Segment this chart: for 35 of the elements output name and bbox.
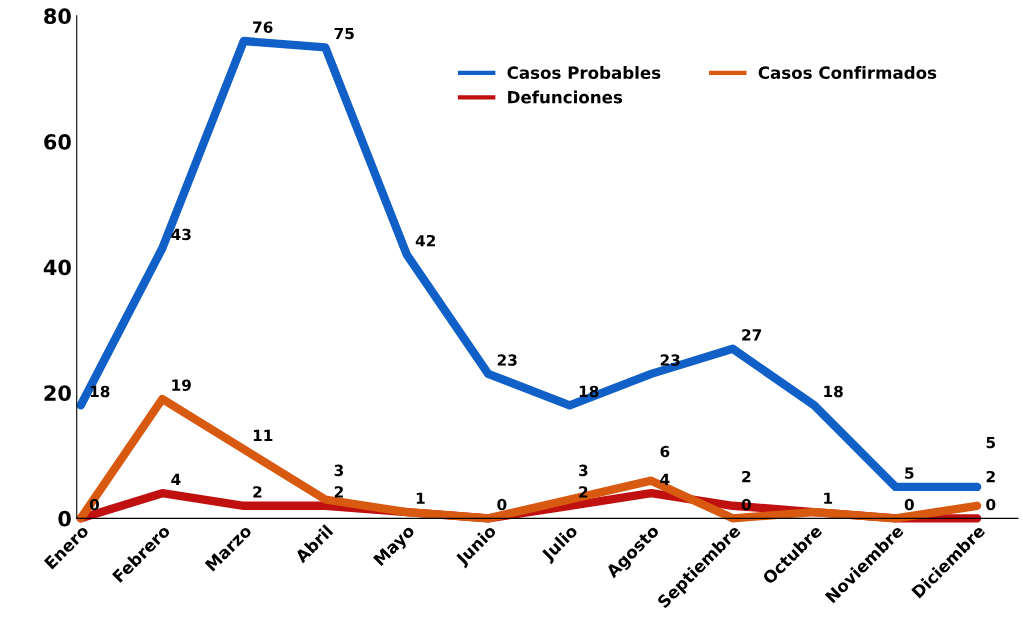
data-label: 1 <box>824 492 833 504</box>
y-tick-label: 60 <box>44 133 71 150</box>
y-tick-label: 0 <box>58 510 71 527</box>
data-label: 2 <box>253 486 262 498</box>
data-label: 11 <box>253 429 273 441</box>
data-label: 4 <box>660 473 670 485</box>
data-label: 23 <box>497 354 517 366</box>
data-label: 0 <box>497 498 507 511</box>
data-label: 2 <box>986 470 995 483</box>
data-label: 4 <box>171 473 181 485</box>
data-label: 18 <box>90 385 110 398</box>
legend-label: Defunciones <box>508 90 623 104</box>
y-tick-label: 80 <box>44 8 71 25</box>
data-label: 23 <box>660 354 680 366</box>
data-label: 43 <box>171 228 191 241</box>
data-label: 27 <box>742 329 762 341</box>
data-label: 0 <box>904 498 914 511</box>
data-label: 75 <box>334 27 354 40</box>
data-label: 3 <box>579 464 588 477</box>
data-label: 2 <box>334 486 343 498</box>
data-label: 5 <box>905 467 914 479</box>
data-label: 0 <box>986 498 996 511</box>
data-label: 5 <box>986 436 996 449</box>
data-label: 19 <box>172 379 191 391</box>
data-label: 76 <box>253 21 273 33</box>
data-label: 18 <box>824 385 843 398</box>
data-label: 42 <box>415 234 436 247</box>
data-label: 3 <box>334 464 343 477</box>
legend-label: Casos Probables <box>507 66 661 79</box>
y-tick-label: 40 <box>43 259 71 276</box>
data-label: 6 <box>660 445 670 458</box>
y-tick-label: 20 <box>44 385 71 401</box>
data-label: 2 <box>742 470 751 483</box>
data-label: 1 <box>416 492 425 504</box>
legend-label: Casos Confirmados <box>758 66 937 79</box>
